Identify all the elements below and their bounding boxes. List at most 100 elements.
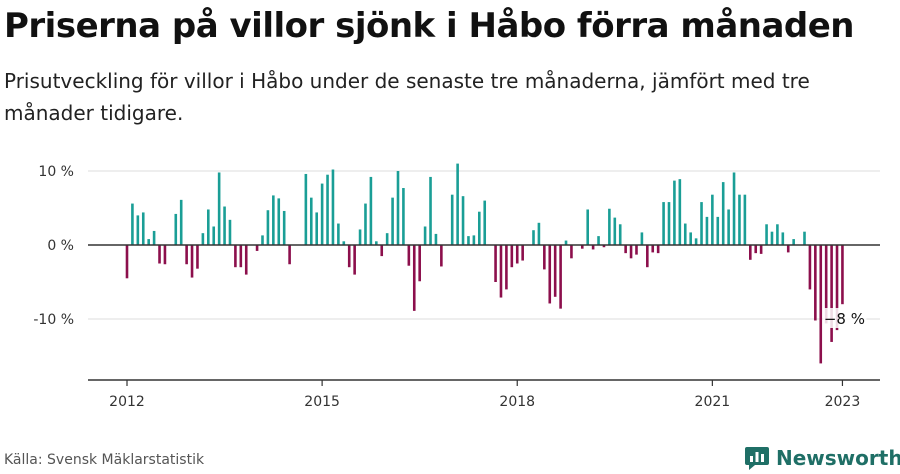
bar [738, 194, 741, 245]
bar [396, 171, 400, 245]
bar [272, 195, 275, 245]
bar [353, 245, 356, 275]
y-tick-label: -10 % [33, 312, 74, 328]
bar [207, 209, 210, 245]
bar [375, 241, 378, 245]
bar [179, 199, 183, 245]
bar [309, 197, 313, 245]
bar [570, 245, 573, 259]
bar [478, 211, 481, 245]
bar [803, 231, 806, 245]
bar [830, 245, 833, 342]
y-tick-label: 10 % [38, 164, 74, 180]
bar [602, 245, 606, 248]
bar [380, 245, 384, 257]
bar [147, 239, 150, 245]
bar [786, 245, 790, 253]
x-tick-label: 2018 [499, 394, 535, 410]
bar [532, 230, 535, 245]
bar [196, 245, 199, 269]
bar [185, 245, 188, 265]
bar [814, 245, 817, 321]
bar [315, 212, 318, 245]
bar [835, 245, 839, 331]
bar [515, 245, 519, 264]
bar [434, 233, 438, 245]
bar [743, 194, 747, 245]
chart-title: Priserna på villor sjönk i Håbo förra må… [4, 6, 855, 46]
bar [131, 203, 134, 245]
bar [591, 245, 595, 250]
bar [624, 245, 627, 254]
bar [700, 202, 703, 245]
bar [461, 196, 465, 245]
bar [385, 233, 389, 245]
bar [689, 232, 692, 245]
x-tick-label: 2012 [109, 394, 145, 410]
bar [586, 209, 589, 245]
bar [418, 245, 421, 282]
bar [683, 223, 687, 245]
latest-value-annotation: −8 % [824, 310, 865, 328]
bar [694, 238, 698, 245]
bar [678, 179, 682, 245]
bar [564, 240, 568, 245]
bar-chart: 10 % 0 % -10 % 2012 2015 2018 2021 2023 −8 % [33, 163, 880, 410]
bar [618, 224, 622, 245]
bar [234, 245, 237, 268]
bar [228, 219, 232, 245]
bar [553, 245, 557, 297]
bar [450, 194, 454, 245]
bar [510, 245, 514, 268]
bar [721, 182, 725, 245]
axes [88, 244, 880, 386]
bar [792, 239, 795, 245]
bar [223, 206, 226, 245]
bar [646, 245, 649, 268]
bar [505, 245, 508, 290]
bar [640, 232, 644, 245]
bar [759, 245, 763, 254]
bar [732, 172, 736, 245]
source-note: Källa: Svensk Mäklarstatistik [4, 452, 205, 468]
gridlines [88, 170, 880, 320]
y-tick-label: 0 % [47, 238, 74, 254]
bar [472, 235, 476, 245]
bar [629, 245, 633, 259]
bar [559, 245, 562, 309]
bar [402, 188, 405, 245]
bar [819, 245, 823, 364]
newsworthy-logo[interactable]: Newsworthy [744, 442, 900, 474]
bar [277, 198, 281, 245]
bar [667, 202, 671, 245]
bar [727, 209, 730, 245]
bar [673, 180, 676, 245]
bar [716, 216, 720, 245]
bar [494, 245, 497, 282]
bar [521, 245, 524, 261]
bar [537, 222, 541, 245]
bar [244, 245, 248, 275]
x-tick-label: 2015 [304, 394, 340, 410]
bar [662, 202, 665, 245]
bar [141, 212, 145, 245]
bar [467, 236, 470, 245]
bar [841, 245, 844, 305]
bar [358, 229, 362, 245]
bar [635, 245, 638, 255]
annotation-background [822, 308, 867, 328]
bar [304, 173, 308, 245]
bar [158, 245, 161, 264]
bar [440, 245, 443, 267]
bar [412, 245, 416, 311]
bar [347, 245, 351, 268]
bar [320, 183, 324, 245]
bar [613, 217, 617, 245]
bar [239, 245, 243, 268]
newsworthy-logo-icon [745, 447, 769, 470]
bar [749, 245, 752, 260]
bar [282, 210, 286, 245]
bar [770, 231, 774, 245]
bar [597, 236, 600, 245]
bar [608, 208, 611, 245]
